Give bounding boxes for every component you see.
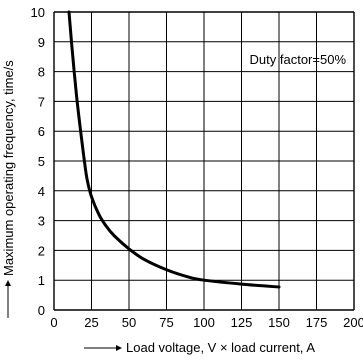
curve-layer — [67, 10, 281, 289]
y-tick-label: 0 — [38, 303, 45, 318]
y-tick-label: 10 — [31, 5, 45, 20]
y-axis-arrow-head — [5, 280, 11, 286]
y-tick-label: 9 — [38, 35, 45, 50]
x-axis-title-group: Load voltage, V × load current, A — [84, 340, 315, 355]
x-tick-label: 100 — [193, 315, 215, 330]
x-tick-label: 0 — [50, 315, 57, 330]
y-tick-label: 4 — [38, 184, 45, 199]
duty-factor-annotation: Duty factor=50% — [250, 52, 347, 67]
y-tick-label: 5 — [38, 154, 45, 169]
y-axis-title-group: Maximum operating frequency, time/s — [1, 60, 16, 318]
x-tick-label: 150 — [268, 315, 290, 330]
y-tick-label: 3 — [38, 214, 45, 229]
y-tick-label: 1 — [38, 273, 45, 288]
y-tick-label: 8 — [38, 65, 45, 80]
x-axis-arrow-head — [116, 345, 122, 351]
y-tick-label: 2 — [38, 243, 45, 258]
x-tick-label: 75 — [159, 315, 173, 330]
y-tick-label: 6 — [38, 124, 45, 139]
x-tick-label: 50 — [122, 315, 136, 330]
frequency-curve — [67, 10, 281, 289]
x-axis-title: Load voltage, V × load current, A — [126, 340, 315, 355]
y-axis-title: Maximum operating frequency, time/s — [1, 60, 16, 276]
x-tick-label: 200 — [343, 315, 363, 330]
grid — [53, 11, 355, 311]
x-tick-label: 25 — [84, 315, 98, 330]
x-tick-label: 175 — [306, 315, 328, 330]
y-tick-label: 7 — [38, 94, 45, 109]
tick-labels: 0 25 50 75 100 125 150 175 200 0 1 2 3 4 5 6 7 8 9 10 — [31, 5, 363, 330]
x-tick-label: 125 — [231, 315, 253, 330]
